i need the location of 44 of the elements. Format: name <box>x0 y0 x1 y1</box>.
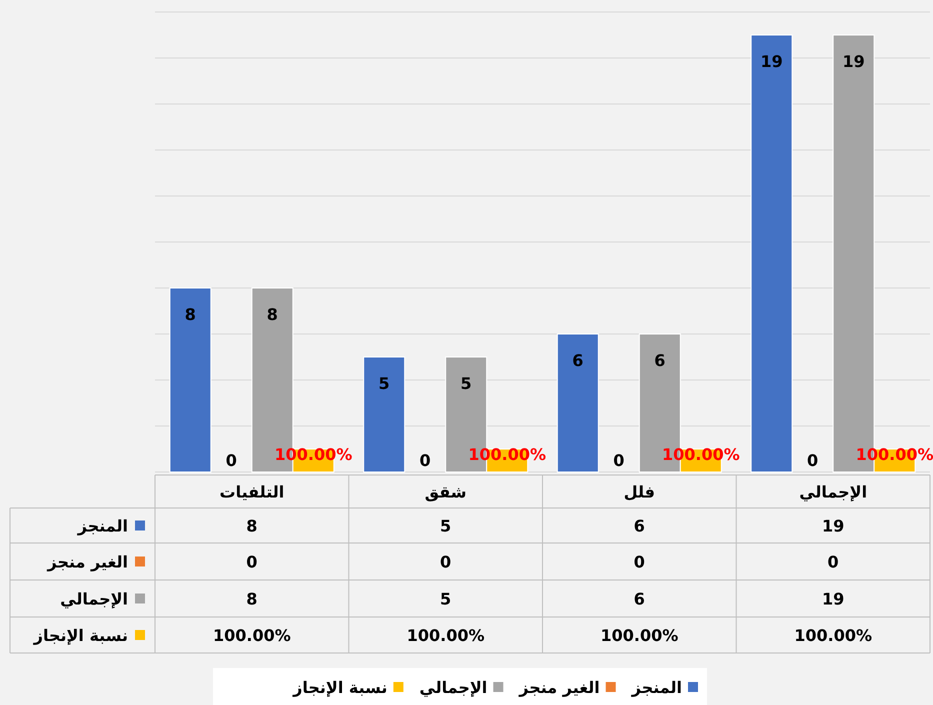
text: 19 <box>760 52 783 71</box>
data-label: 6 <box>634 516 645 536</box>
text: 0 <box>226 451 237 470</box>
data-label: 6 <box>634 590 645 608</box>
bar <box>169 288 212 472</box>
text: 5 <box>378 374 390 393</box>
text: الإجمالي <box>419 678 488 697</box>
x-tick-label: التلفيات <box>220 482 284 502</box>
data-label: 0 <box>828 552 839 572</box>
data-label: 5 <box>440 516 452 536</box>
data-label: 0 <box>440 552 452 572</box>
data-label: 0 <box>634 552 645 572</box>
text: 19 <box>842 52 865 71</box>
legend-label: الإجمالي <box>60 590 128 608</box>
text: الغير منجز <box>519 678 600 697</box>
data-label: 100.00% <box>600 626 678 645</box>
data-label: 5 <box>440 590 452 608</box>
x-tick-label: فلل <box>624 482 656 502</box>
legend-label: المنجز <box>76 516 128 536</box>
text: 0 <box>613 451 624 470</box>
data-label: 19 <box>822 516 844 536</box>
legend-label: نسبة الإنجاز <box>292 678 388 697</box>
data-label: 19 <box>822 590 844 608</box>
legend-label: الغير منجز <box>46 552 128 572</box>
bar <box>556 334 599 472</box>
text: 0 <box>420 451 431 470</box>
data-label: 8 <box>246 590 258 608</box>
data-label: 8 <box>246 516 258 536</box>
x-tick-label: الإجمالي <box>799 482 868 502</box>
text: 8 <box>184 305 196 324</box>
text: نسبة الإنجاز <box>34 626 128 645</box>
data-label: 100.00% <box>794 626 872 645</box>
data-label: 0 <box>246 552 258 572</box>
text: 5 <box>460 374 472 393</box>
bar <box>363 356 406 472</box>
text: المنجز <box>632 678 682 697</box>
data-label: 100.00% <box>406 626 485 645</box>
text: 6 <box>654 351 666 370</box>
text: 8 <box>266 305 278 324</box>
x-tick-label: شقق <box>424 482 466 502</box>
data-label: 100.00% <box>212 626 291 645</box>
text: 0 <box>807 451 818 470</box>
text: 6 <box>572 351 584 370</box>
bar <box>750 34 793 472</box>
